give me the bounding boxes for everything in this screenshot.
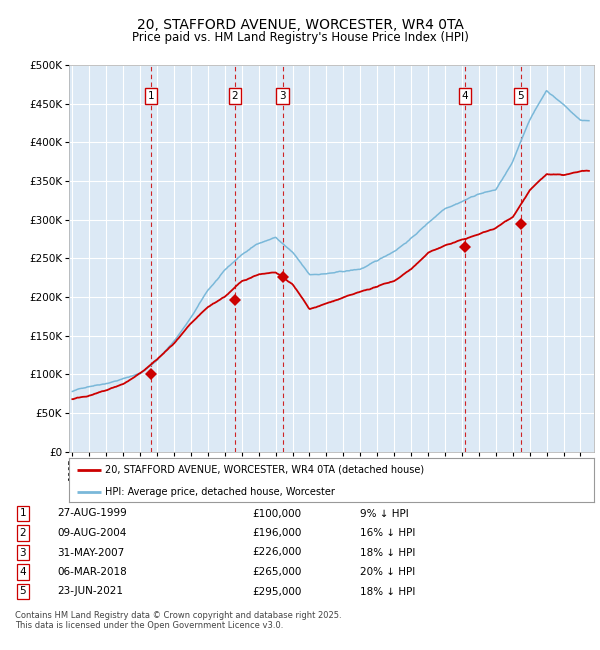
- Text: 20, STAFFORD AVENUE, WORCESTER, WR4 0TA: 20, STAFFORD AVENUE, WORCESTER, WR4 0TA: [137, 18, 463, 32]
- Text: 3: 3: [19, 547, 26, 558]
- Text: 5: 5: [517, 91, 524, 101]
- Text: 23-JUN-2021: 23-JUN-2021: [57, 586, 123, 597]
- Text: 20, STAFFORD AVENUE, WORCESTER, WR4 0TA (detached house): 20, STAFFORD AVENUE, WORCESTER, WR4 0TA …: [105, 465, 424, 475]
- Text: 3: 3: [279, 91, 286, 101]
- Text: 18% ↓ HPI: 18% ↓ HPI: [360, 547, 415, 558]
- Text: HPI: Average price, detached house, Worcester: HPI: Average price, detached house, Worc…: [105, 487, 335, 497]
- Text: Contains HM Land Registry data © Crown copyright and database right 2025.
This d: Contains HM Land Registry data © Crown c…: [15, 611, 341, 630]
- Text: £196,000: £196,000: [252, 528, 301, 538]
- Text: 16% ↓ HPI: 16% ↓ HPI: [360, 528, 415, 538]
- Text: 2: 2: [19, 528, 26, 538]
- Text: 2: 2: [232, 91, 238, 101]
- Text: 1: 1: [148, 91, 154, 101]
- Text: 31-MAY-2007: 31-MAY-2007: [57, 547, 124, 558]
- Text: Price paid vs. HM Land Registry's House Price Index (HPI): Price paid vs. HM Land Registry's House …: [131, 31, 469, 44]
- Text: £100,000: £100,000: [252, 508, 301, 519]
- Text: £295,000: £295,000: [252, 586, 301, 597]
- Text: £226,000: £226,000: [252, 547, 301, 558]
- Text: 20% ↓ HPI: 20% ↓ HPI: [360, 567, 415, 577]
- Text: 1: 1: [19, 508, 26, 519]
- Text: 4: 4: [461, 91, 468, 101]
- Text: 09-AUG-2004: 09-AUG-2004: [57, 528, 127, 538]
- Text: 06-MAR-2018: 06-MAR-2018: [57, 567, 127, 577]
- Text: 4: 4: [19, 567, 26, 577]
- Text: 27-AUG-1999: 27-AUG-1999: [57, 508, 127, 519]
- Text: 5: 5: [19, 586, 26, 597]
- Text: 9% ↓ HPI: 9% ↓ HPI: [360, 508, 409, 519]
- Text: £265,000: £265,000: [252, 567, 301, 577]
- Text: 18% ↓ HPI: 18% ↓ HPI: [360, 586, 415, 597]
